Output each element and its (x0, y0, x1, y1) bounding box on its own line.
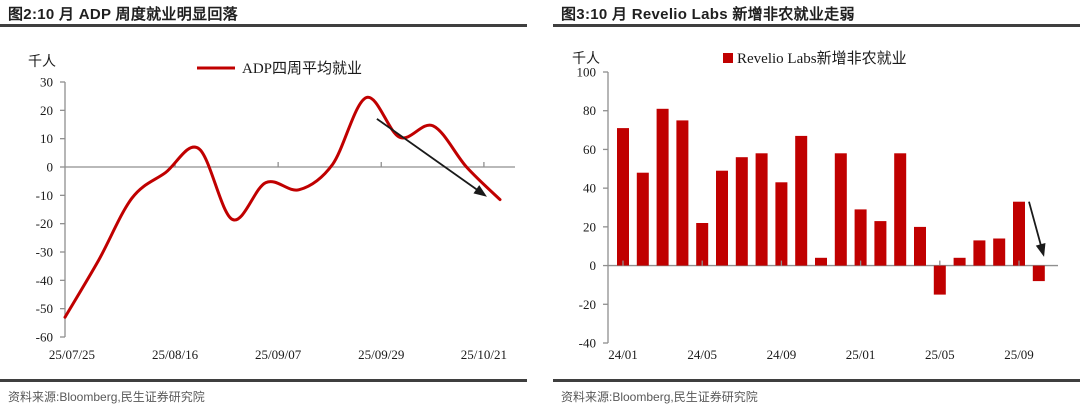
x-axis-tick-label: 25/05 (925, 347, 955, 362)
figure2-source-rule (0, 379, 527, 382)
y-axis-tick-label: -10 (36, 188, 53, 203)
legend-label: ADP四周平均就业 (242, 60, 362, 77)
legend-square-swatch (723, 53, 733, 63)
x-axis-tick-label: 25/09 (1004, 347, 1034, 362)
y-axis-tick-label: 40 (583, 181, 596, 196)
legend-label: Revelio Labs新增非农就业 (737, 50, 907, 67)
y-axis-tick-label: 0 (47, 160, 54, 175)
trend-arrow-head (1035, 243, 1046, 257)
trend-arrow-head (473, 185, 487, 197)
y-axis-tick-label: -40 (36, 273, 53, 288)
x-axis-tick-label: 25/10/21 (461, 347, 507, 362)
bar-24/06 (716, 170, 728, 266)
adp-weekly-employment-line-chart: 千人 ADP四周平均就业 30 20 10 0 -10 -20 -30 -40 -50 -60 25/0… (28, 54, 515, 362)
bar-25/07 (973, 240, 986, 266)
bar-24/10 (795, 135, 808, 266)
bar-25/03 (894, 153, 907, 266)
y-axis-tick-label: -20 (36, 216, 53, 231)
bar-25/05 (933, 265, 946, 295)
figure2-title-rule (0, 24, 527, 27)
x-axis-tick-label: 25/09/29 (358, 347, 404, 362)
adp-series-line (63, 96, 502, 319)
y-axis-tick-label: 20 (583, 219, 596, 234)
x-axis-tick-label: 24/01 (608, 347, 638, 362)
figure2-title: 图2:10 月 ADP 周度就业明显回落 (8, 6, 238, 23)
figure3-title-rule (553, 24, 1080, 27)
y-axis-tick-label: 20 (40, 103, 53, 118)
x-axis-tick-label: 24/05 (687, 347, 717, 362)
x-axis-tick-label: 24/09 (767, 347, 797, 362)
figure3-title: 图3:10 月 Revelio Labs 新增非农就业走弱 (561, 6, 855, 23)
bar-24/12 (834, 153, 847, 266)
bar-24/07 (735, 157, 748, 266)
y-axis-unit-label: 千人 (28, 54, 56, 70)
bar-24/08 (755, 153, 768, 266)
x-axis-tick-label: 25/01 (846, 347, 876, 362)
y-axis-tick-label: 100 (577, 65, 597, 80)
y-axis-tick-label: -60 (36, 330, 53, 345)
bar-25/09 (1013, 201, 1025, 266)
bar-25/04 (914, 226, 926, 266)
trend-arrow-shaft (1028, 201, 1043, 247)
figure3-source: 资料来源:Bloomberg,民生证券研究院 (561, 390, 758, 404)
bar-25/06 (953, 257, 966, 266)
y-axis-tick-label: 10 (40, 131, 53, 146)
bar-24/02 (636, 172, 649, 266)
bar-25/10 (1032, 265, 1045, 282)
y-axis-tick-label: 60 (583, 142, 596, 157)
figure3-panel: 图3:10 月 Revelio Labs 新增非农就业走弱 千人 Revelio … (553, 0, 1080, 415)
x-axis-tick-label: 25/08/16 (152, 347, 199, 362)
y-axis-tick-label: 80 (583, 103, 596, 118)
bar-25/01 (854, 209, 867, 266)
bar-24/11 (815, 257, 827, 266)
bar-25/08 (993, 238, 1006, 266)
y-axis-unit-label: 千人 (572, 51, 600, 67)
y-axis-tick-label: -20 (579, 297, 596, 312)
y-axis-tick-label: -30 (36, 245, 53, 260)
figure2-panel: 图2:10 月 ADP 周度就业明显回落 千人 ADP四周平均就业 30 20 10 0 -… (0, 0, 527, 415)
bar-25/02 (874, 221, 887, 266)
y-axis-tick-label: -50 (36, 301, 53, 316)
y-axis-tick-label: 30 (40, 75, 53, 90)
figure2-source: 资料来源:Bloomberg,民生证券研究院 (8, 390, 205, 404)
x-axis-tick-label: 25/07/25 (49, 347, 95, 362)
bar-24/01 (617, 128, 629, 266)
bar-24/09 (775, 182, 788, 266)
bar-24/04 (676, 120, 689, 266)
figure3-source-rule (553, 379, 1080, 382)
bar-24/05 (696, 223, 709, 266)
bar-24/03 (656, 108, 669, 266)
revelio-nonfarm-bar-chart: 千人 Revelio Labs新增非农就业 100 80 60 40 20 0 -20 -40 24… (572, 50, 1058, 362)
x-axis-tick-label: 25/09/07 (255, 347, 302, 362)
trend-arrow-shaft (376, 118, 479, 192)
y-axis-tick-label: -40 (579, 336, 596, 351)
y-axis-tick-label: 0 (590, 258, 597, 273)
